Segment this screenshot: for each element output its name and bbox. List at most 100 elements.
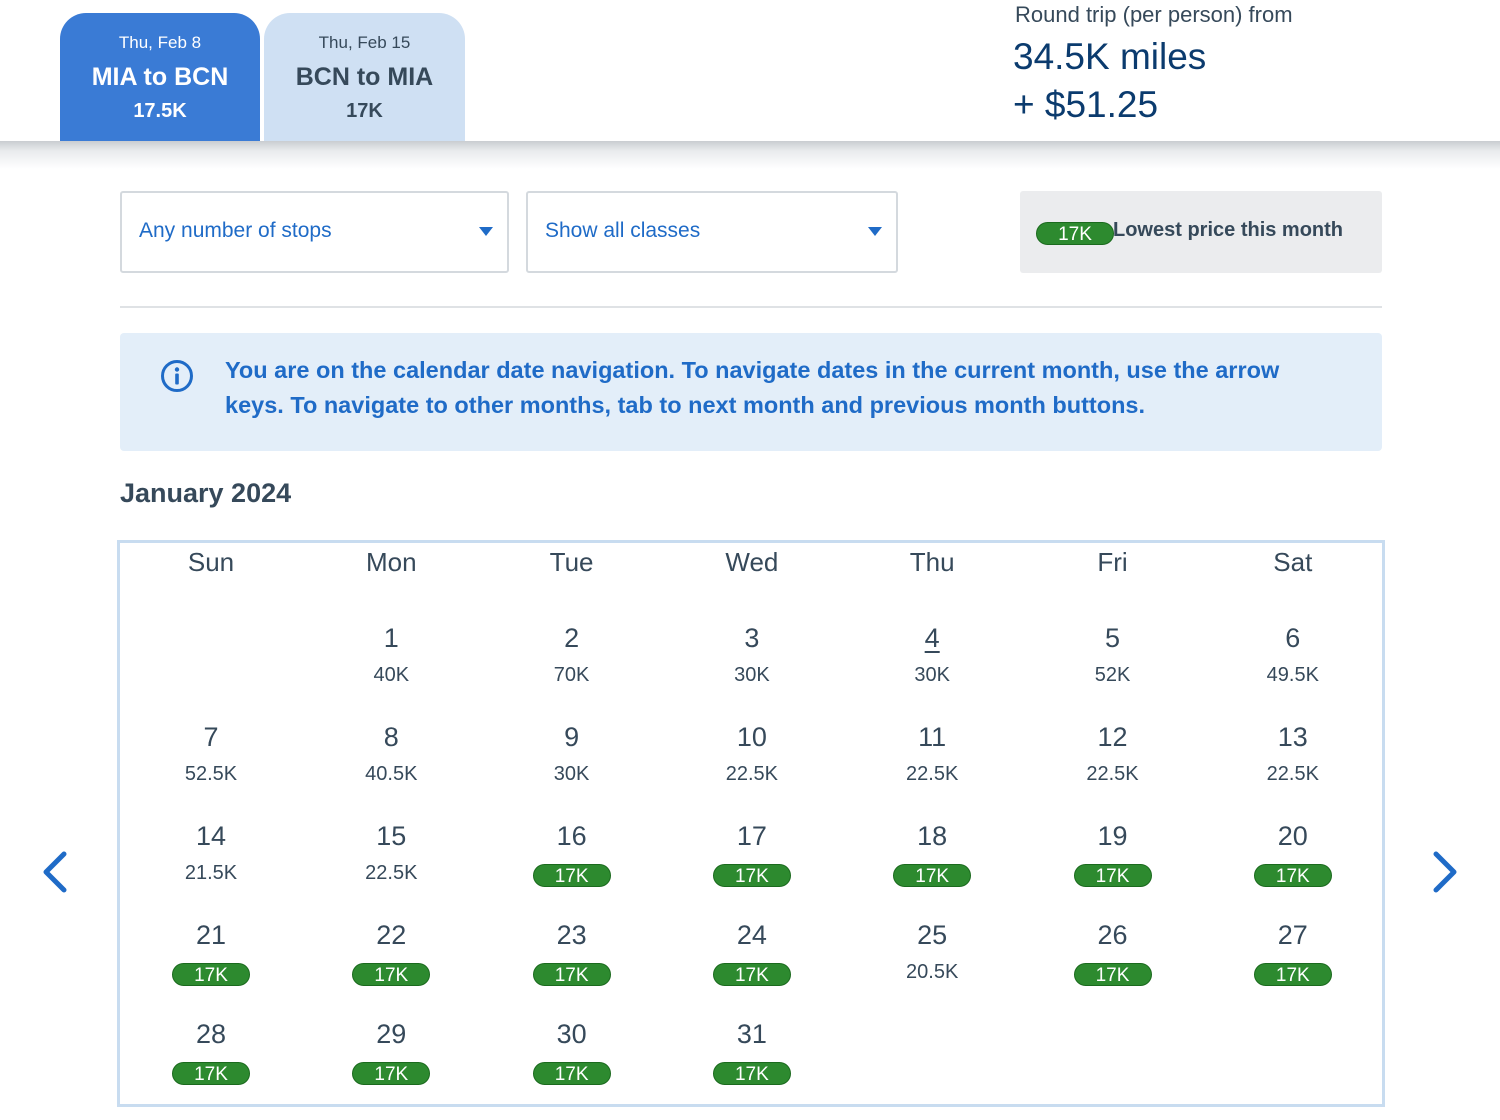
calendar-day[interactable]: 4 30K <box>842 623 1022 715</box>
calendar-day[interactable]: 16 17K <box>482 821 662 913</box>
caret-down-icon <box>479 227 493 236</box>
calendar-day[interactable]: 21 17K <box>121 920 301 1012</box>
lowest-price-badge: 17K <box>532 1062 611 1085</box>
tab-return-leg[interactable]: Thu, Feb 15 BCN to MIA 17K <box>264 13 465 141</box>
caret-down-icon <box>868 227 882 236</box>
day-number: 4 <box>924 623 940 653</box>
calendar-day[interactable]: 10 22.5K <box>662 722 842 814</box>
day-price: 21.5K <box>184 862 238 884</box>
info-icon <box>160 359 194 393</box>
day-price: 20.5K <box>906 961 959 983</box>
calendar-grid: Sun Mon Tue Wed Thu Fri Sat 1 40K 2 70K 3 30K 4 30K 5 52… <box>117 540 1385 1107</box>
day-number: 11 <box>918 722 947 752</box>
lowest-price-badge: 17K <box>712 1062 791 1085</box>
weekday-header: Sun <box>187 547 235 577</box>
lowest-price-badge: 17K <box>1073 864 1152 887</box>
info-text: You are on the calendar date navigation.… <box>225 357 1280 418</box>
day-number: 24 <box>736 920 767 950</box>
lowest-price-badge: 17K <box>352 1062 431 1085</box>
lowest-price-badge: 17K <box>172 1062 250 1085</box>
day-number: 3 <box>744 623 760 653</box>
calendar-day[interactable]: 19 17K <box>1023 821 1203 913</box>
calendar-day[interactable]: 26 17K <box>1023 920 1203 1012</box>
lowest-price-badge: 17K <box>893 864 972 887</box>
month-title: January 2024 <box>120 478 292 508</box>
calendar-day[interactable]: 25 20.5K <box>842 920 1022 1012</box>
calendar-day[interactable]: 27 17K <box>1203 920 1383 1012</box>
day-number: 26 <box>1097 920 1128 950</box>
day-number: 27 <box>1277 920 1308 950</box>
info-banner: You are on the calendar date navigation.… <box>120 333 1382 451</box>
day-number: 1 <box>383 623 399 653</box>
calendar-day[interactable]: 28 17K <box>121 1019 301 1111</box>
calendar-day[interactable]: 29 17K <box>301 1019 481 1111</box>
day-number: 9 <box>564 722 580 752</box>
calendar-day[interactable]: 14 21.5K <box>121 821 301 913</box>
day-price: 40K <box>373 664 410 686</box>
day-price: 22.5K <box>365 862 418 884</box>
calendar-day[interactable]: 17 17K <box>662 821 842 913</box>
lowest-price-badge: 17K <box>1036 222 1114 245</box>
calendar-day[interactable]: 7 52.5K <box>121 722 301 814</box>
calendar-day[interactable]: 12 22.5K <box>1023 722 1203 814</box>
day-price: 70K <box>553 664 590 686</box>
leg-price: 17K <box>346 100 383 122</box>
calendar-day[interactable]: 13 22.5K <box>1203 722 1383 814</box>
calendar-day[interactable]: 20 17K <box>1203 821 1383 913</box>
day-price: 40.5K <box>365 763 418 785</box>
chevron-left-icon <box>43 851 67 893</box>
classes-select-value: Show all classes <box>545 219 701 242</box>
day-number: 17 <box>736 821 767 851</box>
day-price: 52K <box>1094 664 1131 686</box>
leg-date: Thu, Feb 8 <box>118 33 202 52</box>
leg-route: BCN to MIA <box>295 63 434 91</box>
calendar-day[interactable]: 5 52K <box>1023 623 1203 715</box>
divider <box>120 306 1382 308</box>
calendar-day[interactable]: 1 40K <box>301 623 481 715</box>
day-number: 16 <box>556 821 587 851</box>
calendar-day[interactable]: 3 30K <box>662 623 842 715</box>
day-number: 7 <box>203 722 219 752</box>
round-trip-label: Round trip (per person) from <box>1015 2 1293 27</box>
calendar-day[interactable]: 22 17K <box>301 920 481 1012</box>
calendar-day[interactable]: 9 30K <box>482 722 662 814</box>
calendar-day[interactable]: 30 17K <box>482 1019 662 1111</box>
day-price: 52.5K <box>184 763 238 785</box>
calendar-day[interactable]: 24 17K <box>662 920 842 1012</box>
day-number: 25 <box>917 920 948 950</box>
weekday-header: Thu <box>909 547 955 577</box>
weekday-header: Fri <box>1097 547 1128 577</box>
weekday-header: Sat <box>1273 547 1313 577</box>
calendar-day[interactable]: 2 70K <box>482 623 662 715</box>
next-month-button[interactable] <box>1424 842 1464 902</box>
stops-select[interactable]: Any number of stops <box>120 191 509 273</box>
previous-month-button[interactable] <box>36 842 76 902</box>
calendar-day[interactable]: 8 40.5K <box>301 722 481 814</box>
calendar-day[interactable]: 15 22.5K <box>301 821 481 913</box>
calendar-day[interactable]: 31 17K <box>662 1019 842 1111</box>
day-number: 18 <box>917 821 948 851</box>
day-number: 15 <box>376 821 407 851</box>
lowest-price-badge: 17K <box>1253 963 1332 986</box>
header-shadow <box>0 141 1500 169</box>
lowest-price-badge: 17K <box>532 963 611 986</box>
calendar-day[interactable]: 11 22.5K <box>842 722 1022 814</box>
calendar-day[interactable]: 23 17K <box>482 920 662 1012</box>
tab-outbound-leg[interactable]: Thu, Feb 8 MIA to BCN 17.5K <box>60 13 260 141</box>
lowest-price-badge: 17K <box>1073 963 1152 986</box>
calendar-day[interactable]: 18 17K <box>842 821 1022 913</box>
legend-text: Lowest price this month <box>1113 219 1344 241</box>
lowest-price-badge: 17K <box>172 963 250 986</box>
stops-select-value: Any number of stops <box>139 219 332 242</box>
day-price: 22.5K <box>1086 763 1139 785</box>
classes-select[interactable]: Show all classes <box>526 191 898 273</box>
day-price: 30K <box>914 664 950 686</box>
calendar-day[interactable]: 6 49.5K <box>1203 623 1383 715</box>
lowest-price-badge: 17K <box>1253 864 1332 887</box>
day-price: 22.5K <box>1266 763 1319 785</box>
day-number: 12 <box>1097 722 1128 752</box>
day-number: 22 <box>376 920 407 950</box>
day-number: 2 <box>564 623 580 653</box>
day-number: 8 <box>383 722 399 752</box>
